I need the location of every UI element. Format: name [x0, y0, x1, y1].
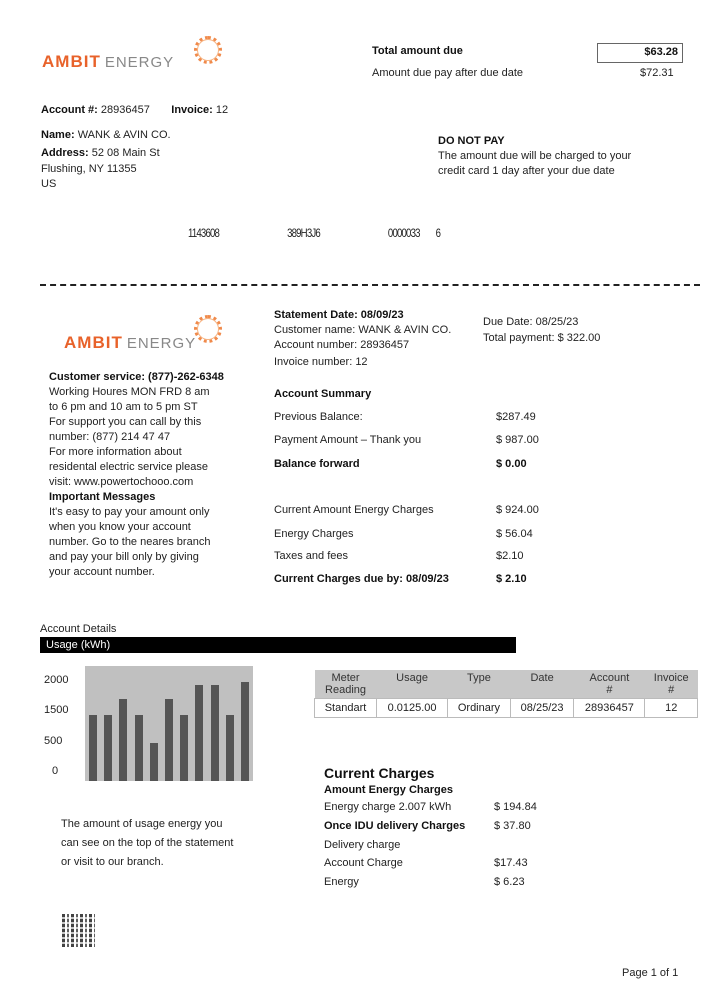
summary-row-value: $ 2.10: [496, 573, 527, 585]
summary-row-label: Previous Balance:: [274, 411, 363, 423]
current-charges-subtitle: Amount Energy Charges: [324, 784, 453, 796]
y-tick-label: 0: [52, 765, 59, 777]
column-header: Account #: [573, 670, 645, 699]
table-cell: 08/25/23: [509, 698, 575, 718]
summary-row-value: $2.10: [496, 550, 524, 562]
column-header: Invoice #: [644, 670, 698, 699]
charge-row-label: Energy: [324, 876, 359, 888]
current-charges-title: Current Charges: [324, 765, 435, 781]
table-cell: Ordinary: [447, 698, 511, 718]
total-due-value: $63.28: [597, 43, 683, 63]
account-details-title: Account Details: [40, 623, 117, 635]
charge-row-value: $17.43: [494, 857, 528, 869]
charge-row-value: $ 194.84: [494, 801, 537, 813]
usage-bar-mark: [119, 698, 128, 781]
table-cell: 0.0125.00: [376, 698, 449, 718]
ambit-logo-stub: AMBIT ENERGY: [64, 333, 197, 352]
summary-row-value: $ 987.00: [496, 434, 539, 446]
summary-row-label: Taxes and fees: [274, 550, 348, 562]
summary-row-label: Payment Amount – Thank you: [274, 434, 422, 446]
y-tick-label: 500: [44, 735, 63, 747]
column-header: Usage: [376, 670, 448, 699]
summary-row-value: $ 0.00: [496, 458, 527, 470]
sun-logo-icon: [194, 315, 222, 343]
usage-bar-mark: [165, 698, 173, 781]
do-not-pay-notice: DO NOT PAY The amount due will be charge…: [438, 135, 632, 177]
table-cell: 28936457: [573, 698, 646, 718]
usage-bar-mark: [225, 715, 234, 781]
charge-row-label: Delivery charge: [324, 839, 401, 851]
summary-row-value: $287.49: [496, 411, 536, 423]
usage-bar-mark: [210, 684, 219, 781]
after-due-label: Amount due pay after due date: [372, 67, 524, 79]
summary-row-label: Current Charges due by: 08/09/23: [274, 573, 449, 585]
summary-row-value: $ 56.04: [496, 528, 533, 540]
customer-service-info: Customer service: (877)-262-6348 Working…: [49, 371, 224, 578]
usage-bar-mark: [104, 715, 113, 781]
account-line: Account #: 28936457 Invoice: 12: [41, 104, 229, 116]
sun-logo-icon: [194, 36, 222, 64]
after-due-value: $72.31: [640, 67, 674, 79]
summary-row-value: $ 924.00: [496, 504, 539, 516]
y-tick-label: 1500: [44, 704, 69, 716]
summary-row-label: Balance forward: [274, 458, 360, 470]
charge-row-label: Account Charge: [324, 857, 403, 869]
total-due-label: Total amount due: [372, 45, 463, 57]
column-header: Meter Reading: [314, 670, 377, 699]
summary-row-label: Current Amount Energy Charges: [274, 504, 434, 516]
usage-note: The amount of usage energy you can see o…: [61, 818, 234, 868]
usage-bar-mark: [89, 715, 97, 781]
usage-bar-mark: [149, 742, 158, 781]
table-cell: 12: [644, 698, 698, 718]
meter-table: Meter Reading Usage Type Date Account # Invoice…: [313, 670, 698, 718]
usage-bar-mark: [134, 715, 143, 781]
column-header: Date: [510, 670, 574, 699]
column-header: Type: [447, 670, 511, 699]
charge-row-label: Energy charge 2.007 kWh: [324, 801, 452, 813]
usage-header: Usage (kWh): [40, 637, 516, 653]
table-row: Standart 0.0125.00 Ordinary 08/25/23 2893645…: [313, 698, 698, 718]
due-info: Due Date: 08/25/23 Total payment: $ 322.…: [483, 316, 601, 344]
qr-code: [62, 914, 95, 947]
charge-row-value: $ 37.80: [494, 820, 531, 832]
ambit-logo: AMBIT ENERGY: [42, 52, 175, 71]
page-number: Page 1 of 1: [622, 967, 679, 979]
y-tick-label: 2000: [44, 674, 69, 686]
customer-address: Name: WANK & AVIN CO. Address: 52 08 Mai…: [41, 129, 171, 190]
charge-row-label: Once IDU delivery Charges: [324, 820, 466, 832]
scan-line: 1143608 389H3J6 0000033 6: [188, 226, 441, 240]
table-cell: Standart: [313, 698, 378, 718]
usage-bar-mark: [195, 684, 204, 781]
usage-bar-mark: [180, 715, 189, 781]
tear-line: [40, 284, 700, 286]
table-header-row: Meter Reading Usage Type Date Account # Invoice…: [314, 670, 698, 699]
statement-info: Statement Date: 08/09/23 Customer name: …: [274, 309, 452, 368]
usage-bar-mark: [241, 682, 249, 781]
account-summary-title: Account Summary: [274, 388, 372, 400]
charge-row-value: $ 6.23: [494, 876, 525, 888]
summary-row-label: Energy Charges: [274, 528, 354, 540]
